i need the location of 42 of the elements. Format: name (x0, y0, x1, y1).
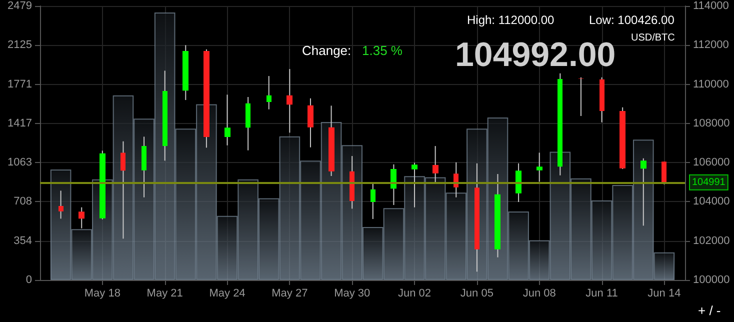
x-tick-label: Jun 02 (398, 288, 432, 300)
annotation: High: 112000.00 (467, 13, 555, 27)
y2-tick-label: 108000 (693, 117, 730, 130)
y-tick-label: 0 (26, 274, 32, 286)
y2-tick-label: 114000 (693, 0, 729, 12)
y2-tick-label: 112000 (693, 39, 729, 52)
y2-tick-label: 104000 (693, 196, 730, 208)
x-tick-label: Jun 05 (460, 288, 494, 300)
y2-tick-label: 100000 (693, 274, 730, 286)
x-tick-label: Jun 14 (648, 288, 681, 300)
annotation: 1.35 % (362, 43, 403, 58)
x-tick-label: May 27 (272, 288, 308, 300)
y-tick-label: 354 (14, 234, 32, 247)
x-tick-label: Jun 08 (522, 288, 556, 300)
x-tick-label: May 21 (146, 288, 183, 300)
y-tick-label: 708 (14, 196, 32, 208)
y-tick-label: 1417 (8, 117, 32, 130)
x-tick-label: May 18 (84, 288, 120, 300)
text: + / - (698, 303, 721, 318)
candlestick (412, 162, 418, 208)
candlestick (78, 206, 84, 229)
x-tick-label: May 30 (334, 288, 370, 300)
y-tick-label: 2479 (8, 0, 32, 12)
x-tick-label: Jun 11 (586, 288, 618, 300)
candlestick (58, 190, 64, 220)
text: 104992.00 (455, 36, 616, 74)
candlestick (266, 76, 272, 110)
candlestick (662, 161, 666, 185)
candlestick (640, 158, 646, 226)
y2-tick-label: 110000 (693, 78, 729, 90)
annotation: Low: 100426.00 (589, 13, 675, 27)
y2-tick-label: 102000 (693, 234, 730, 247)
x-tick-label: May 24 (209, 288, 246, 300)
y-tick-label: 1063 (8, 156, 32, 169)
candlestick (286, 68, 292, 134)
y-tick-label: 1771 (8, 78, 32, 90)
y2-tick-label: 106000 (693, 156, 730, 169)
annotation: USD/BTC (631, 32, 675, 44)
candlestick (536, 152, 542, 182)
annotation: Change: (302, 43, 352, 58)
ref-line-label: 104991 (692, 176, 726, 188)
y-tick-label: 2125 (8, 39, 32, 52)
